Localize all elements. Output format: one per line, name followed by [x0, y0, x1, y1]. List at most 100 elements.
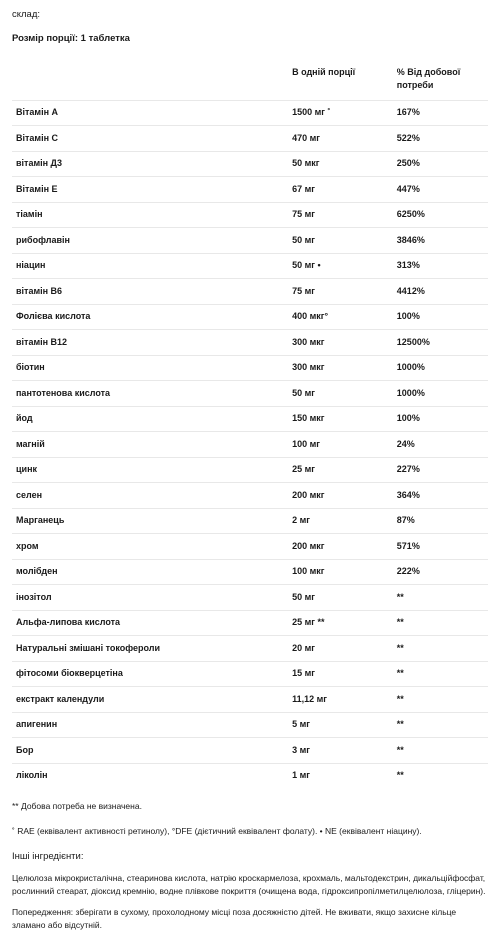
serving-size: Розмір порції: 1 таблетка [12, 32, 488, 46]
nutrient-name: магній [12, 432, 288, 458]
nutrient-amount: 400 мкг° [288, 304, 393, 330]
nutrient-amount: 11,12 мг [288, 687, 393, 713]
nutrient-name: йод [12, 406, 288, 432]
table-row: апигенин5 мг** [12, 712, 488, 738]
col-name [12, 61, 288, 101]
nutrient-amount: 100 мкг [288, 559, 393, 585]
nutrient-amount: 150 мкг [288, 406, 393, 432]
nutrient-dv: 250% [393, 151, 488, 177]
table-row: вітамін Д350 мкг250% [12, 151, 488, 177]
nutrient-amount: 75 мг [288, 279, 393, 305]
table-row: фітосоми біокверцетіна15 мг** [12, 661, 488, 687]
nutrient-dv: ** [393, 738, 488, 764]
nutrient-name: ніацин [12, 253, 288, 279]
table-row: екстракт календули11,12 мг** [12, 687, 488, 713]
nutrient-amount: 300 мкг [288, 355, 393, 381]
nutrient-name: вітамін В12 [12, 330, 288, 356]
nutrient-dv: 12500% [393, 330, 488, 356]
table-row: Вітамін Е67 мг447% [12, 177, 488, 203]
composition-heading: склад: [12, 8, 488, 22]
col-per-serving: В одній порції [288, 61, 393, 101]
nutrient-amount: 67 мг [288, 177, 393, 203]
nutrient-amount: 200 мкг [288, 534, 393, 560]
nutrition-table: В одній порції % Від добової потреби Віт… [12, 61, 488, 789]
nutrient-amount: 1 мг [288, 763, 393, 788]
nutrient-dv: ** [393, 661, 488, 687]
nutrient-dv: 4412% [393, 279, 488, 305]
nutrient-amount: 50 мг • [288, 253, 393, 279]
table-row: молібден100 мкг222% [12, 559, 488, 585]
nutrient-amount: 50 мг [288, 585, 393, 611]
nutrient-amount: 470 мг [288, 126, 393, 152]
nutrient-amount: 2 мг [288, 508, 393, 534]
nutrient-name: біотин [12, 355, 288, 381]
nutrient-name: екстракт календули [12, 687, 288, 713]
nutrient-amount: 75 мг [288, 202, 393, 228]
nutrient-dv: ** [393, 687, 488, 713]
nutrient-dv: 227% [393, 457, 488, 483]
nutrient-name: фітосоми біокверцетіна [12, 661, 288, 687]
table-row: інозітол50 мг** [12, 585, 488, 611]
table-row: вітамін В12300 мкг12500% [12, 330, 488, 356]
table-row: Марганець2 мг87% [12, 508, 488, 534]
table-row: магній100 мг24% [12, 432, 488, 458]
warning-text: Попередження: зберігати в сухому, прохол… [12, 906, 488, 932]
nutrient-dv: 100% [393, 406, 488, 432]
nutrient-name: Марганець [12, 508, 288, 534]
table-row: Натуральні змішані токофероли20 мг** [12, 636, 488, 662]
nutrient-name: Натуральні змішані токофероли [12, 636, 288, 662]
nutrient-name: хром [12, 534, 288, 560]
rae-footnote: ˚ RAE (еквівалент активності ретинолу), … [12, 825, 488, 838]
table-row: рибофлавін50 мг3846% [12, 228, 488, 254]
table-row: йод150 мкг100% [12, 406, 488, 432]
nutrient-name: Вітамін С [12, 126, 288, 152]
nutrient-name: цинк [12, 457, 288, 483]
nutrient-name: інозітол [12, 585, 288, 611]
table-row: цинк25 мг227% [12, 457, 488, 483]
nutrient-amount: 20 мг [288, 636, 393, 662]
table-row: хром200 мкг571% [12, 534, 488, 560]
col-dv: % Від добової потреби [393, 61, 488, 101]
nutrient-amount: 15 мг [288, 661, 393, 687]
table-row: Вітамін А1500 мг ˚167% [12, 100, 488, 126]
nutrient-name: рибофлавін [12, 228, 288, 254]
nutrient-name: Вітамін Е [12, 177, 288, 203]
nutrient-name: апигенин [12, 712, 288, 738]
nutrient-dv: 1000% [393, 355, 488, 381]
nutrient-amount: 25 мг [288, 457, 393, 483]
nutrient-amount: 200 мкг [288, 483, 393, 509]
table-row: тіамін75 мг6250% [12, 202, 488, 228]
nutrient-dv: 313% [393, 253, 488, 279]
nutrient-dv: 167% [393, 100, 488, 126]
other-ingredients-text: Целюлоза мікрокристалічна, стеаринова ки… [12, 872, 488, 898]
nutrient-name: Альфа-липова кислота [12, 610, 288, 636]
table-row: селен200 мкг364% [12, 483, 488, 509]
nutrient-amount: 100 мг [288, 432, 393, 458]
nutrient-dv: 222% [393, 559, 488, 585]
nutrient-name: селен [12, 483, 288, 509]
nutrient-dv: 571% [393, 534, 488, 560]
nutrient-dv: 522% [393, 126, 488, 152]
nutrient-amount: 1500 мг ˚ [288, 100, 393, 126]
nutrient-dv: ** [393, 585, 488, 611]
nutrient-dv: 6250% [393, 202, 488, 228]
table-row: Бор3 мг** [12, 738, 488, 764]
nutrient-name: тіамін [12, 202, 288, 228]
table-row: біотин300 мкг1000% [12, 355, 488, 381]
nutrient-amount: 50 мг [288, 381, 393, 407]
nutrient-dv: 100% [393, 304, 488, 330]
nutrient-dv: ** [393, 610, 488, 636]
nutrient-dv: 24% [393, 432, 488, 458]
nutrient-amount: 3 мг [288, 738, 393, 764]
nutrient-name: ліколін [12, 763, 288, 788]
nutrient-dv: 447% [393, 177, 488, 203]
nutrient-dv: ** [393, 712, 488, 738]
nutrient-amount: 5 мг [288, 712, 393, 738]
nutrient-amount: 25 мг ** [288, 610, 393, 636]
dv-footnote: ** Добова потреба не визначена. [12, 800, 488, 813]
table-row: пантотенова кислота50 мг1000% [12, 381, 488, 407]
nutrient-dv: 87% [393, 508, 488, 534]
nutrient-dv: 364% [393, 483, 488, 509]
nutrient-amount: 50 мкг [288, 151, 393, 177]
nutrient-dv: ** [393, 763, 488, 788]
